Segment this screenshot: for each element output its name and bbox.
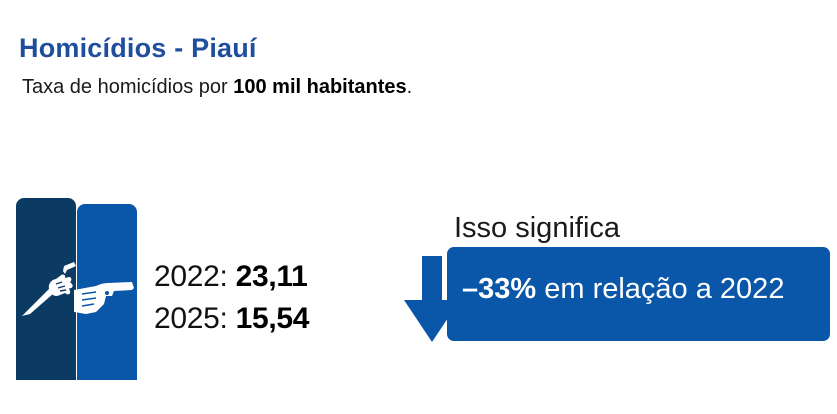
year-label-2025: 2025: xyxy=(154,302,236,335)
subtitle-bold: 100 mil habitantes xyxy=(233,76,407,98)
year-label-2022: 2022: xyxy=(154,260,236,293)
stat-2025: 2025: 15,54 xyxy=(154,302,309,336)
page-title: Homicídios - Piauí xyxy=(19,33,257,63)
subtitle-prefix: Taxa de homicídios por xyxy=(22,76,234,98)
page-subtitle: Taxa de homicídios por 100 mil habitante… xyxy=(22,76,412,99)
value-2025: 15,54 xyxy=(235,302,310,335)
knife-hand-icon xyxy=(22,262,76,316)
stat-2022: 2022: 23,11 xyxy=(154,260,308,294)
gun-hand-icon xyxy=(74,282,134,314)
result-percent: –33% xyxy=(462,273,537,305)
result-text: –33% em relação a 2022 xyxy=(462,273,784,306)
value-2022: 23,11 xyxy=(235,260,308,293)
result-box xyxy=(447,247,830,341)
down-arrow-icon xyxy=(404,256,460,342)
subtitle-suffix: . xyxy=(406,76,413,98)
result-rest: em relação a 2022 xyxy=(536,273,785,305)
comparison-intro: Isso significa xyxy=(454,212,621,244)
